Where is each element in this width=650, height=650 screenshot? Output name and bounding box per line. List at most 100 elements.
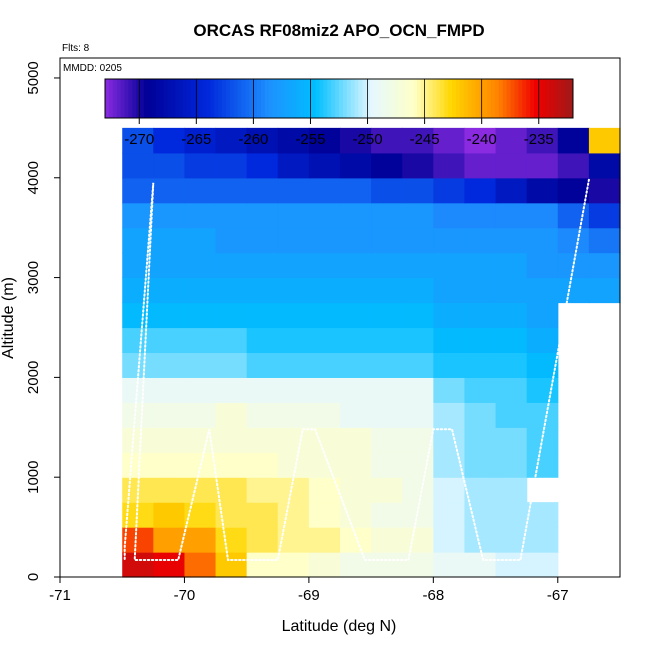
heatmap-cell <box>308 527 341 553</box>
heatmap-cell <box>215 252 248 279</box>
colorbar-segment <box>491 79 496 118</box>
heatmap-cell <box>277 477 310 503</box>
colorbar-segment <box>206 79 211 118</box>
colorbar-segment <box>502 79 508 118</box>
y-axis: 0 1000 2000 3000 4000 5000 <box>25 61 60 581</box>
colorbar-segment <box>471 79 476 118</box>
heatmap-cell <box>340 277 372 304</box>
colorbar-segment <box>190 79 196 118</box>
heatmap-cell <box>433 377 466 403</box>
heatmap-cell <box>153 277 186 304</box>
flights-note: Flts: 8 <box>62 43 90 54</box>
heatmap-cell <box>184 327 217 354</box>
heatmap-cell <box>153 302 186 329</box>
colorbar-segment <box>249 79 254 118</box>
heatmap-cell <box>495 452 528 478</box>
colorbar-segment <box>272 79 278 118</box>
heatmap-cell <box>371 402 403 428</box>
heatmap-cell <box>308 302 341 329</box>
heatmap-cell <box>588 227 621 254</box>
heatmap-cell <box>371 177 403 204</box>
heatmap-cell <box>464 177 497 204</box>
heatmap-cell <box>277 177 310 204</box>
heatmap-cell <box>340 352 372 378</box>
heatmap-cell <box>371 152 403 179</box>
colorbar-segment <box>140 79 145 118</box>
heatmap-cell <box>246 427 279 453</box>
heatmap-cell <box>153 202 186 229</box>
colorbar-segment <box>233 79 239 118</box>
heatmap-cell <box>371 352 403 378</box>
heatmap-cell <box>153 527 186 553</box>
colorbar-segment <box>268 79 274 118</box>
colorbar-segment <box>116 79 122 118</box>
heatmap-cell <box>402 327 434 354</box>
heatmap-cell <box>215 427 248 453</box>
heatmap-cell <box>277 327 310 354</box>
heatmap-cell <box>340 302 372 329</box>
heatmap-cells <box>122 127 621 578</box>
colorbar-segment <box>366 79 371 118</box>
heatmap-cell <box>495 527 528 553</box>
colorbar-segment <box>350 79 356 118</box>
heatmap-cell <box>308 277 341 304</box>
colorbar-segment <box>245 79 250 118</box>
colorbar-segment <box>541 79 547 118</box>
colorbar-segment <box>296 79 301 118</box>
heatmap-cell <box>588 277 621 304</box>
colorbar-segment <box>440 79 445 118</box>
colorbar-segment <box>288 79 293 118</box>
colorbar-segment <box>459 79 465 118</box>
heatmap-cell <box>153 252 186 279</box>
colorbar-segment <box>463 79 469 118</box>
heatmap-cell <box>402 177 434 204</box>
heatmap-cell <box>526 452 559 478</box>
colorbar-segment <box>405 79 410 118</box>
y-tick-label: 4000 <box>25 161 42 194</box>
heatmap-cell <box>557 227 590 254</box>
heatmap-cell <box>184 477 217 503</box>
colorbar-segment <box>307 79 313 118</box>
colorbar-segment <box>214 79 219 118</box>
colorbar-segment <box>339 79 344 118</box>
colorbar-segment <box>510 79 515 118</box>
heatmap-cell <box>215 502 248 528</box>
heatmap-cell <box>402 252 434 279</box>
heatmap-cell <box>371 202 403 229</box>
heatmap-cell <box>433 477 466 503</box>
heatmap-cell <box>371 452 403 478</box>
colorbar-segment <box>327 79 332 118</box>
heatmap-cell <box>215 527 248 553</box>
heatmap-cell <box>495 327 528 354</box>
heatmap-cell <box>526 202 559 229</box>
heatmap-cell <box>433 327 466 354</box>
colorbar-segment <box>342 79 348 118</box>
heatmap-cell <box>495 252 528 279</box>
heatmap-cell <box>184 127 217 154</box>
colorbar-segment <box>409 79 414 118</box>
colorbar-segment <box>261 79 266 118</box>
heatmap-cell <box>122 427 154 453</box>
heatmap-cell <box>433 252 466 279</box>
heatmap-cell <box>340 227 372 254</box>
heatmap-cell <box>246 552 279 578</box>
heatmap-cell <box>277 502 310 528</box>
heatmap-cell <box>215 127 248 154</box>
heatmap-cell <box>433 277 466 304</box>
heatmap-cell <box>153 352 186 378</box>
date-note: MMDD: 0205 <box>63 63 122 74</box>
colorbar-segment <box>241 79 246 118</box>
heatmap-cell <box>246 177 279 204</box>
heatmap-cell <box>464 477 497 503</box>
x-tick-label: -71 <box>49 587 71 604</box>
colorbar-border <box>104 78 574 119</box>
heatmap-cell <box>557 277 590 304</box>
heatmap-cell <box>464 552 497 578</box>
heatmap-cell <box>246 202 279 229</box>
chart-title: ORCAS RF08miz2 APO_OCN_FMPD <box>193 21 484 40</box>
heatmap-cell <box>215 177 248 204</box>
y-axis-label: Altitude (m) <box>0 277 17 359</box>
heatmap-cell <box>215 377 248 403</box>
heatmap-cell <box>184 302 217 329</box>
y-tick-label: 2000 <box>25 361 42 394</box>
